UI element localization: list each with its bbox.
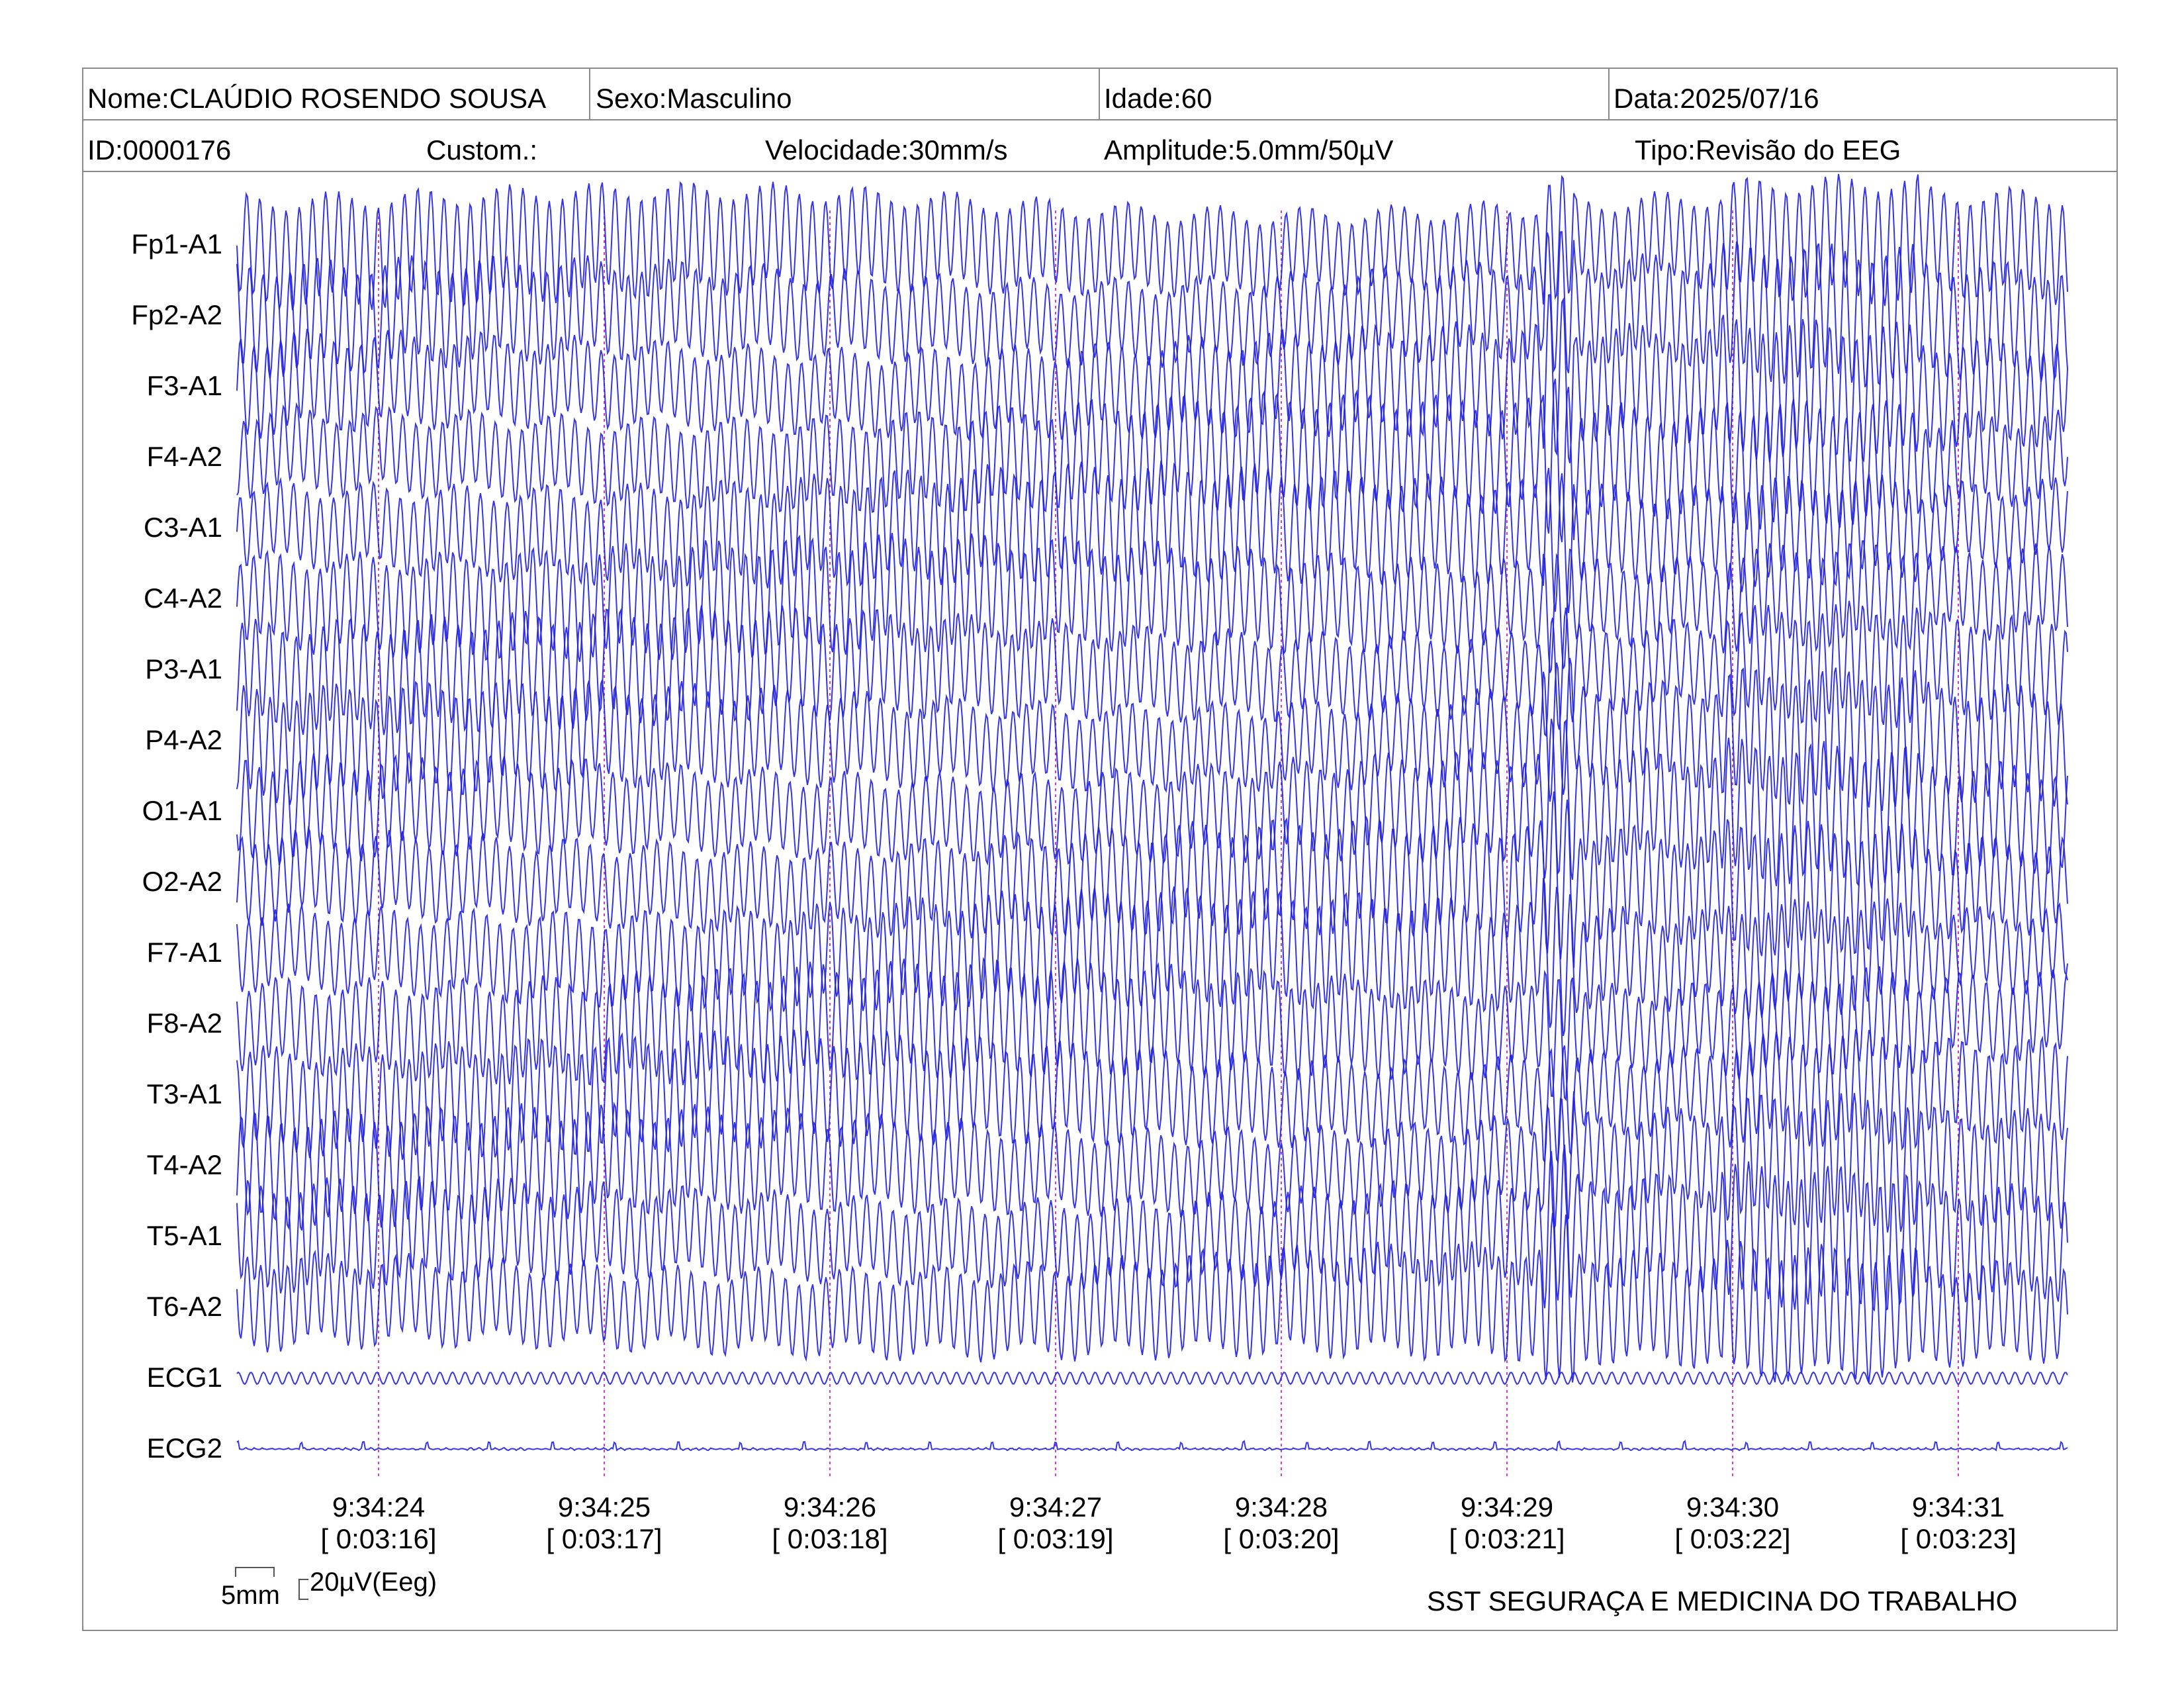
time-marker-clock: 9:34:31 [1911,1491,2005,1523]
channel-trace [236,957,2068,1102]
header-divider-1 [82,119,2118,120]
scale-x-label: 5mm [221,1581,280,1610]
time-marker-elapsed: [ 0:03:20] [1223,1523,1340,1554]
channel-label: Fp1-A1 [131,228,222,259]
patient-name: Nome:CLAÚDIO ROSENDO SOUSA [87,83,547,114]
channel-trace [236,1029,2068,1165]
scale-bar-horizontal [235,1567,275,1577]
channel-label: Fp2-A2 [131,299,222,330]
channel-label: ECG1 [146,1362,222,1393]
channel-trace [236,1371,2068,1385]
time-marker-clock: 9:34:29 [1460,1491,1554,1523]
time-marker-clock: 9:34:25 [557,1491,651,1523]
channel-trace [236,231,2068,388]
patient-sex: Sexo:Masculino [596,83,792,114]
channel-trace [236,791,2068,968]
channel-label: T4-A2 [146,1149,222,1180]
time-marker-elapsed: [ 0:03:21] [1449,1523,1565,1554]
time-marker-elapsed: [ 0:03:17] [546,1523,662,1554]
channel-trace [236,1145,2068,1312]
channel-label: T5-A1 [146,1220,222,1251]
channel-trace [236,1440,2068,1452]
header-col-divider-3 [1608,68,1610,119]
channel-label: F4-A2 [146,441,222,472]
channel-trace [236,379,2068,543]
channel-label: F8-A2 [146,1008,222,1039]
channel-label: P3-A1 [145,653,222,684]
channel-trace [236,878,2068,1037]
scale-bar-vertical [298,1579,308,1600]
organization-name: SST SEGURAÇA E MEDICINA DO TRABALHO [1427,1585,2018,1617]
time-marker-elapsed: [ 0:03:16] [320,1523,437,1554]
channel-label: C3-A1 [143,512,222,543]
channel-trace [236,533,2068,673]
channel-label: O1-A1 [142,795,222,826]
channel-trace [236,294,2068,463]
time-marker-clock: 9:34:30 [1686,1491,1780,1523]
time-marker-elapsed: [ 0:03:19] [997,1523,1114,1554]
header-divider-2 [82,171,2118,172]
custom-field: Custom.: [426,134,538,165]
scale-y-label: 20µV(Eeg) [310,1568,437,1597]
channel-trace [236,460,2068,614]
channel-trace [236,718,2068,889]
time-marker-clock: 9:34:24 [332,1491,426,1523]
time-marker-elapsed: [ 0:03:22] [1674,1523,1791,1554]
channel-trace [236,1213,2068,1383]
exam-date: Data:2025/07/16 [1614,83,1819,114]
report-frame [82,68,2118,1631]
channel-label: T3-A1 [146,1078,222,1109]
amplitude-setting: Amplitude:5.0mm/50µV [1104,134,1394,165]
patient-id: ID:0000176 [87,134,232,165]
exam-type: Tipo:Revisão do EEG [1635,134,1901,165]
channel-label: C4-A2 [143,583,222,614]
time-marker-elapsed: [ 0:03:23] [1900,1523,2017,1554]
channel-label: F7-A1 [146,937,222,968]
channel-trace [236,657,2068,812]
channel-label: P4-A2 [145,724,222,755]
channel-label: O2-A2 [142,866,222,897]
time-marker-clock: 9:34:27 [1009,1491,1103,1523]
time-marker-elapsed: [ 0:03:18] [772,1523,888,1554]
header-col-divider-1 [589,68,590,119]
channel-trace [236,600,2068,737]
channel-label: ECG2 [146,1432,222,1464]
channel-label: T6-A2 [146,1291,222,1322]
channel-trace [236,1091,2068,1233]
speed-setting: Velocidade:30mm/s [765,134,1008,165]
channel-trace [236,173,2068,310]
time-marker-clock: 9:34:28 [1234,1491,1328,1523]
header-col-divider-2 [1099,68,1100,119]
channel-label: F3-A1 [146,370,222,401]
time-marker-clock: 9:34:26 [783,1491,877,1523]
patient-age: Idade:60 [1104,83,1212,114]
